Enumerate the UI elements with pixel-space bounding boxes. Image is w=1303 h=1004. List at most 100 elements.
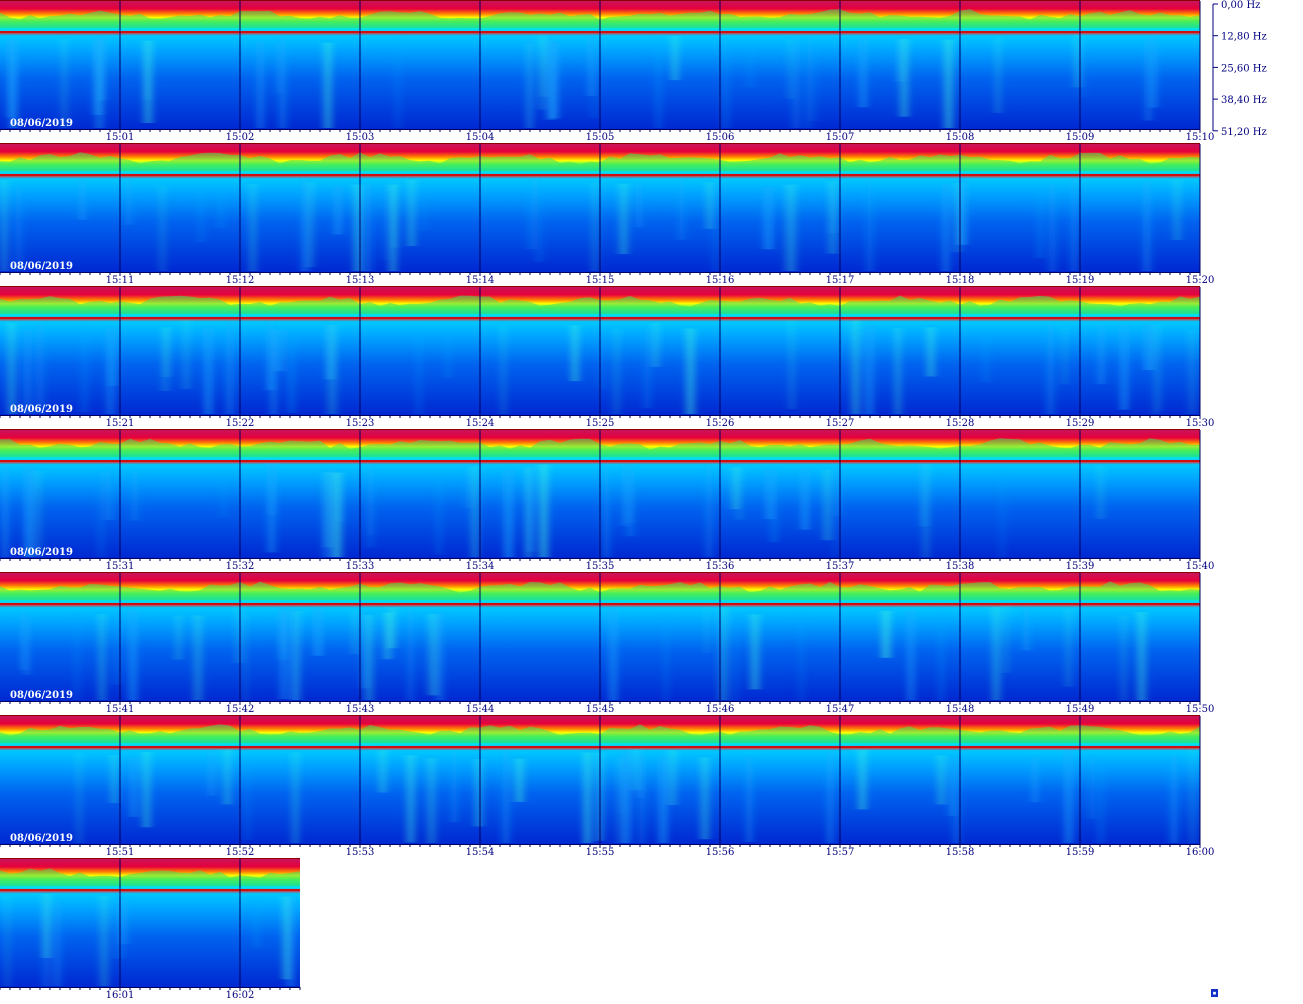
time-label: 15:14 xyxy=(466,275,495,286)
streak xyxy=(352,609,357,655)
time-label: 15:13 xyxy=(346,275,375,286)
streak xyxy=(446,326,450,379)
time-label: 15:47 xyxy=(826,704,855,715)
streak xyxy=(24,616,29,675)
time-label: 15:50 xyxy=(1186,704,1215,715)
streak xyxy=(896,328,900,414)
streak xyxy=(323,472,327,557)
streak xyxy=(437,472,441,555)
time-label: 15:45 xyxy=(586,704,615,715)
time-label: 15:12 xyxy=(226,275,255,286)
time-label: 15:54 xyxy=(466,847,495,858)
streak xyxy=(423,178,426,231)
streak xyxy=(328,324,337,414)
streak xyxy=(334,186,341,235)
streak xyxy=(731,467,740,510)
streak xyxy=(852,320,859,414)
time-label: 15:10 xyxy=(1186,132,1215,143)
streak xyxy=(958,179,966,245)
streak xyxy=(953,758,960,843)
streak xyxy=(2,180,7,271)
time-label: 15:03 xyxy=(346,132,375,143)
streak xyxy=(789,184,796,271)
streak xyxy=(1191,749,1194,843)
streak xyxy=(301,179,309,271)
streak xyxy=(701,757,709,840)
streak xyxy=(737,466,741,520)
streak xyxy=(747,757,752,842)
spectrogram-row: 08/06/2019 15:41 15:42 15:43 15:44 15:45 15:46… xyxy=(0,572,1214,715)
streak xyxy=(502,325,505,414)
streak-layer xyxy=(2,177,1180,271)
streak xyxy=(194,615,202,700)
streak xyxy=(100,613,104,700)
time-label: 15:32 xyxy=(226,561,255,572)
time-label: 15:19 xyxy=(1066,275,1095,286)
streak xyxy=(939,607,943,700)
streak xyxy=(1023,607,1030,651)
streak xyxy=(705,606,709,654)
streak xyxy=(984,329,988,383)
frequency-tick-label: 51,20 Hz xyxy=(1221,127,1267,138)
streak xyxy=(637,181,641,228)
streak xyxy=(996,37,1000,113)
time-label: 15:22 xyxy=(226,418,255,429)
streak xyxy=(866,181,873,271)
streak xyxy=(592,36,596,119)
streak xyxy=(226,322,234,414)
streak xyxy=(661,758,667,843)
frequency-axis: 0,00 Hz 12,80 Hz 25,60 Hz 38,40 Hz 51,20 Hz xyxy=(1212,0,1267,138)
time-label: 16:01 xyxy=(106,990,135,1001)
frequency-tick-label: 12,80 Hz xyxy=(1221,32,1267,43)
streak xyxy=(860,36,867,108)
streak xyxy=(77,753,81,843)
spectrogram-row: 08/06/2019 15:11 15:12 15:13 15:14 15:15 15:16… xyxy=(0,143,1214,286)
streak xyxy=(80,179,85,220)
time-label: 15:15 xyxy=(586,275,615,286)
streak xyxy=(361,613,367,689)
time-label: 15:25 xyxy=(586,418,615,429)
streak xyxy=(828,752,833,843)
streak xyxy=(385,612,390,660)
streak xyxy=(383,182,387,260)
streak xyxy=(390,184,396,271)
streak xyxy=(788,39,792,99)
streak xyxy=(504,470,513,557)
streak xyxy=(536,177,542,263)
streak xyxy=(617,758,621,843)
streak xyxy=(116,893,123,959)
time-label: 15:30 xyxy=(1186,418,1215,429)
streak xyxy=(621,756,624,814)
streak xyxy=(1080,38,1083,97)
streak xyxy=(993,607,1000,700)
top-band-overlay xyxy=(0,152,1200,171)
streak xyxy=(283,896,289,980)
streak xyxy=(205,327,212,414)
streak xyxy=(271,328,276,414)
streak xyxy=(267,322,272,391)
streak xyxy=(365,614,373,700)
streak xyxy=(658,753,664,843)
streak xyxy=(678,178,685,240)
streak xyxy=(927,327,934,377)
streak xyxy=(539,464,548,557)
frequency-tick-label: 38,40 Hz xyxy=(1221,95,1267,106)
streak xyxy=(24,466,33,557)
time-label: 15:04 xyxy=(466,132,495,143)
streak xyxy=(325,472,330,548)
streak xyxy=(465,464,468,509)
streak xyxy=(766,469,772,520)
streak xyxy=(100,895,108,986)
streak xyxy=(1032,757,1038,803)
streak xyxy=(15,185,22,271)
spectrogram-row: 08/06/2019 15:51 15:52 15:53 15:54 15:55 15:56… xyxy=(0,715,1214,858)
streak xyxy=(670,750,676,805)
streak xyxy=(288,326,295,413)
streak xyxy=(10,38,17,128)
streak xyxy=(664,612,668,700)
streak xyxy=(714,184,717,271)
streak xyxy=(593,182,596,271)
streak xyxy=(619,183,628,255)
streak xyxy=(528,43,531,129)
time-label: 15:24 xyxy=(466,418,495,429)
